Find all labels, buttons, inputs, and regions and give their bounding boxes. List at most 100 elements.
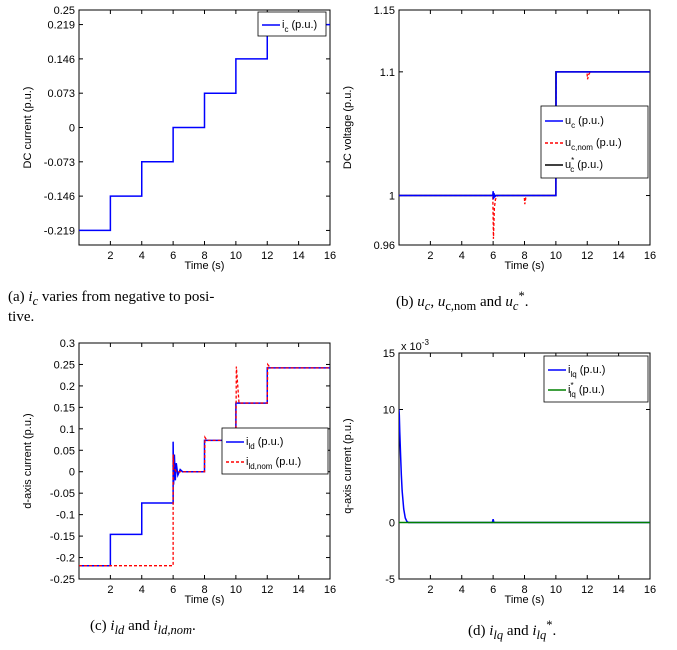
- y-tick-label: 1.15: [374, 5, 395, 17]
- legend-box: [540, 105, 649, 179]
- caption-d: (d) ilq and ilq*.: [468, 618, 557, 642]
- x-tick-label: 10: [550, 584, 562, 596]
- x-tick-label: 10: [230, 250, 242, 262]
- x-tick-label: 4: [139, 584, 145, 596]
- y-tick-label: 0.25: [54, 359, 75, 371]
- y-axis-label: DC voltage (p.u.): [342, 86, 354, 169]
- chart-b: 2 4 6 8 10 12 14 16 0.96 1 1.1 1.15 Time (s) DC volta…: [342, 5, 656, 272]
- legend: ild (p.u.) ild,nom (p.u.): [221, 427, 329, 475]
- y-tick-label: 10: [383, 405, 395, 417]
- legend-box: [257, 11, 327, 37]
- legend-entry-1: ild (p.u.): [246, 436, 283, 451]
- y-tick-label: 0.1: [60, 424, 75, 436]
- series-line-1: [79, 23, 330, 232]
- y-tick-label: 0: [69, 467, 75, 479]
- chart-a: 2 4 6 8 10 12 14 16 -0.219 -0.146 -0.073 0 0.073 0.14…: [22, 5, 336, 272]
- x-tick-label: 16: [324, 250, 336, 262]
- x-tick-label: 2: [107, 250, 113, 262]
- y-tick-label: 0.05: [54, 445, 75, 457]
- y-tick-label: -0.15: [50, 531, 75, 543]
- x-tick-label: 2: [107, 584, 113, 596]
- y-tick-label: -0.146: [44, 191, 75, 203]
- legend-entry-1: ic (p.u.): [282, 19, 317, 34]
- x-tick-label: 12: [581, 584, 593, 596]
- x-tick-label: 16: [324, 584, 336, 596]
- y-tick-label: 0.25: [54, 5, 75, 17]
- y-tick-label: 0.146: [47, 54, 75, 66]
- caption-c: (c) ild and ild,nom.: [90, 618, 196, 637]
- x-tick-label: 2: [427, 250, 433, 262]
- series-line-2: [399, 71, 650, 239]
- y-tick-label: 0.96: [374, 240, 395, 252]
- y-axis-label: q-axis current (p.u.): [342, 418, 354, 513]
- y-tick-label: -0.2: [56, 553, 75, 565]
- y-tick-label: 0: [389, 518, 395, 530]
- y-tick-label: 1: [389, 191, 395, 203]
- y-tick-label: 0.219: [47, 20, 75, 32]
- y-tick-label: -0.219: [44, 225, 75, 237]
- x-tick-label: 10: [230, 584, 242, 596]
- y-axis-label: d-axis current (p.u.): [22, 413, 34, 508]
- y-tick-label: -0.05: [50, 488, 75, 500]
- x-tick-label: 12: [261, 584, 273, 596]
- y-tick-label: -0.25: [50, 574, 75, 586]
- x-axis-label: Time (s): [185, 260, 225, 272]
- legend-box: [543, 355, 649, 403]
- y-tick-label: 1.1: [380, 67, 395, 79]
- y-tick-label: 0: [69, 123, 75, 135]
- x-tick-label: 8: [521, 250, 527, 262]
- x-tick-label: 14: [293, 584, 305, 596]
- x-tick-label: 8: [201, 250, 207, 262]
- y-tick-label: 0.3: [60, 338, 75, 350]
- legend-box: [221, 427, 329, 475]
- chart-c: 2 4 6 8 10 12 14 16 -0.25 -0.2 -0.15 -0.1 -0.05 0 0.05…: [22, 338, 336, 606]
- x-tick-label: 4: [459, 250, 465, 262]
- x-tick-label: 16: [644, 584, 656, 596]
- x-tick-label: 12: [581, 250, 593, 262]
- y-tick-label: 0.15: [54, 402, 75, 414]
- x-tick-label: 12: [261, 250, 273, 262]
- caption-a: (a) ic varies from negative to posi-tive…: [8, 289, 215, 325]
- y-tick-label: -5: [385, 574, 395, 586]
- legend-entry-2: uc,nom (p.u.): [565, 137, 622, 152]
- y-tick-label: 0.2: [60, 381, 75, 393]
- x-axis-label: Time (s): [505, 594, 545, 606]
- legend: ilq (p.u.) i* lq (p.u.): [543, 355, 649, 403]
- legend-entry-1: uc (p.u.): [565, 115, 604, 130]
- x-axis-label: Time (s): [185, 594, 225, 606]
- legend-entry-2: i* lq (p.u.): [568, 381, 605, 399]
- series-line-1: [399, 71, 650, 200]
- chart-d: 2 4 6 8 10 12 14 16 -5 0 10 15 Time (s) q-axis curren…: [342, 338, 656, 606]
- x-tick-label: 6: [490, 584, 496, 596]
- x-tick-label: 4: [459, 584, 465, 596]
- series-line-1: [399, 409, 650, 524]
- legend-entry-2: ild,nom (p.u.): [246, 456, 301, 471]
- caption-b: (b) uc, uc,nom and uc*.: [396, 289, 529, 313]
- legend: ic (p.u.): [257, 11, 327, 37]
- x-tick-label: 14: [613, 250, 625, 262]
- series-line-1: [79, 367, 330, 567]
- y-tick-label: 15: [383, 348, 395, 360]
- x-tick-label: 10: [550, 250, 562, 262]
- y-axis-label: DC current (p.u.): [22, 87, 34, 169]
- legend: uc (p.u.) uc,nom (p.u.) u* c (p.u.): [540, 105, 649, 179]
- y-tick-label: -0.1: [56, 510, 75, 522]
- y-scale-multiplier: x 10-3: [401, 338, 429, 353]
- x-axis-label: Time (s): [505, 260, 545, 272]
- y-tick-label: -0.073: [44, 157, 75, 169]
- legend-entry-3: u* c (p.u.): [565, 156, 603, 174]
- x-tick-label: 14: [293, 250, 305, 262]
- y-tick-label: 0.073: [47, 88, 75, 100]
- x-tick-label: 8: [521, 584, 527, 596]
- x-tick-label: 4: [139, 250, 145, 262]
- legend-entry-1: ilq (p.u.): [568, 364, 605, 379]
- x-tick-label: 6: [170, 584, 176, 596]
- x-tick-label: 14: [613, 584, 625, 596]
- series-line-2: [79, 362, 330, 567]
- x-tick-label: 16: [644, 250, 656, 262]
- x-tick-label: 8: [201, 584, 207, 596]
- x-tick-label: 6: [170, 250, 176, 262]
- x-tick-label: 2: [427, 584, 433, 596]
- x-tick-label: 6: [490, 250, 496, 262]
